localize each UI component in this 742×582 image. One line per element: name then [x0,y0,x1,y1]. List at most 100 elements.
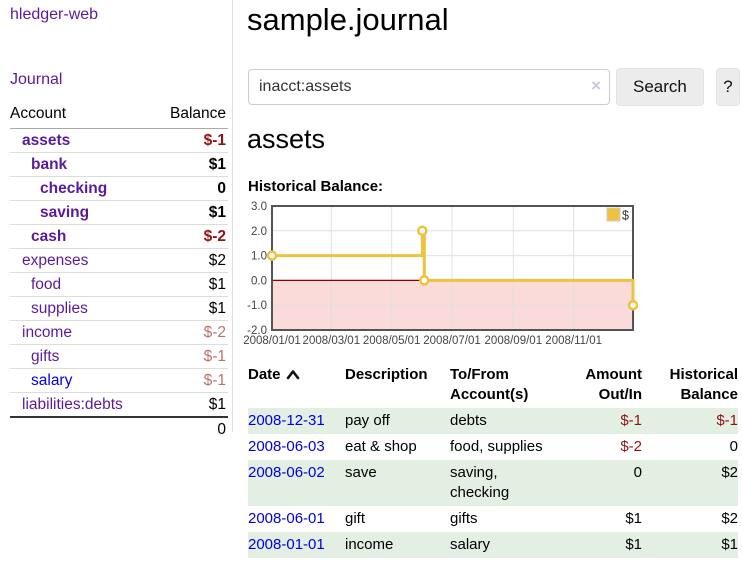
clear-search-icon[interactable]: × [591,76,601,95]
account-balance: $1 [153,296,228,321]
balance-column-header: Historical Balance [669,366,738,403]
svg-text:2.0: 2.0 [251,226,267,238]
account-link-food[interactable]: food [31,276,62,293]
sort-ascending-icon [286,366,300,386]
account-link-salary[interactable]: salary [31,372,73,389]
transaction-accounts: salary [450,532,580,558]
account-balance: $-1 [153,368,228,393]
account-row: assets $-1 [10,128,228,153]
svg-text:$: $ [622,209,629,223]
accounts-total-value: 0 [10,416,228,441]
account-row: salary $-1 [10,368,228,393]
date-column-header[interactable]: Date [248,364,345,408]
register-row: 2008-06-03 eat & shop food, supplies $-2… [248,434,738,460]
register-table: Date Description To/From Account(s) Amou… [248,364,738,558]
transaction-amount: $1 [625,536,642,553]
account-row: income $-2 [10,320,228,345]
svg-text:1.0: 1.0 [251,251,267,263]
help-button[interactable]: ? [715,68,740,106]
account-balance: $-2 [153,320,228,345]
tofrom-column-header: To/From Account(s) [450,366,529,403]
amount-column-header: Amount Out/In [585,366,642,403]
nav-journal-link[interactable]: Journal [10,71,63,88]
search-form: × Search ? [248,68,740,106]
account-row: supplies $1 [10,296,228,321]
account-row: checking 0 [10,176,228,201]
svg-text:2008/01/01: 2008/01/01 [243,335,301,347]
brand-link[interactable]: hledger-web [10,6,99,23]
account-balance: $-1 [153,344,228,369]
svg-text:0.0: 0.0 [251,275,267,287]
svg-text:2008/05/01: 2008/05/01 [363,335,421,347]
transaction-balance: $1 [721,536,738,553]
transaction-accounts: gifts [450,510,478,527]
chart-title: Historical Balance: [248,178,384,195]
transaction-date-link[interactable]: 2008-01-01 [248,536,325,553]
svg-text:3.0: 3.0 [251,201,267,213]
account-link-saving[interactable]: saving [40,204,90,221]
transaction-amount: 0 [633,464,642,481]
svg-text:2008/09/01: 2008/09/01 [485,335,543,347]
account-balance: $1 [208,396,226,413]
transaction-balance: $2 [721,510,738,527]
account-table-header-row: Account Balance [10,102,228,129]
transaction-accounts: saving, checking [450,460,580,506]
chart-container: $3.0 2.0 1.0 0.0 -1.0 -2.0 2008/01/01 2008/03/0… [240,198,644,357]
svg-text:2008/07/01: 2008/07/01 [423,335,481,347]
account-row: bank $1 [10,152,228,177]
account-balance: $2 [153,248,228,273]
account-balance: $-2 [153,224,228,249]
svg-text:-1.0: -1.0 [247,300,267,312]
transaction-date-link[interactable]: 2008-06-02 [248,464,325,481]
transaction-accounts: food, supplies [450,438,543,455]
account-link-checking[interactable]: checking [40,180,108,197]
account-column-header: Account [10,102,154,129]
account-link-bank[interactable]: bank [31,156,68,173]
account-link-supplies[interactable]: supplies [31,300,88,317]
transaction-balance: 0 [729,438,738,455]
account-link-gifts[interactable]: gifts [31,348,60,365]
transaction-amount: $-1 [620,412,642,429]
transaction-description: save [345,460,450,506]
register-header-row: Date Description To/From Account(s) Amou… [248,364,738,408]
transaction-accounts: debts [450,408,580,434]
search-input[interactable] [248,69,610,105]
transaction-date-link[interactable]: 2008-12-31 [248,412,325,429]
account-balance: $1 [153,152,228,177]
register-row: 2008-12-31 pay off debts $-1 $-1 [248,408,738,434]
account-link-income[interactable]: income [22,324,72,341]
page-title: sample.journal [247,2,449,37]
search-button[interactable]: Search [616,68,704,106]
register-row: 2008-06-02 save saving, checking 0 $2 [248,460,738,506]
account-link-assets[interactable]: assets [22,132,71,149]
transaction-date-link[interactable]: 2008-06-01 [248,510,325,527]
transaction-description: gift [345,510,366,527]
transaction-amount: $1 [625,510,642,527]
transaction-description: eat & shop [345,438,417,455]
account-balance: $-1 [153,128,228,153]
transaction-date-link[interactable]: 2008-06-03 [248,438,325,455]
register-row: 2008-01-01 income salary $1 $1 [248,532,738,558]
account-balance: $1 [153,200,228,225]
balance-column-header: Balance [153,102,228,129]
account-balance: $1 [153,272,228,297]
account-balance-table: Account Balance assets $-1 bank $1 check… [10,102,228,441]
transaction-description: income [345,532,450,558]
account-heading: assets [247,124,326,154]
svg-text:2008/03/01: 2008/03/01 [303,335,361,347]
account-row: saving $1 [10,200,228,225]
account-row: expenses $2 [10,248,228,273]
transaction-amount: $-2 [620,438,642,455]
account-row: gifts $-1 [10,344,228,369]
account-row: cash $-2 [10,224,228,249]
sidebar: hledger-web Journal Account Balance asse… [0,0,233,441]
register-row: 2008-06-01 gift gifts $1 $2 [248,506,738,532]
account-row: liabilities:debts $1 [10,393,228,418]
account-link-cash[interactable]: cash [31,228,67,245]
transaction-balance: $-1 [716,412,738,429]
account-row: food $1 [10,272,228,297]
account-link-expenses[interactable]: expenses [22,252,89,269]
svg-text:-2.0: -2.0 [247,325,267,337]
account-link-liabilities-debts[interactable]: liabilities:debts [22,396,123,413]
